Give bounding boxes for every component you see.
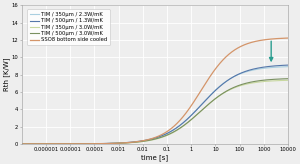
TIM / 350μm / 3.0W/mK: [50, 143, 54, 145]
SSO8 bottom side cooled: [20, 143, 24, 145]
TIM / 500μm / 3.0W/mK: [286, 78, 290, 80]
TIM / 500μm / 1.3W/mK: [50, 143, 54, 145]
Legend: TIM / 350μm / 2.3W/mK, TIM / 500μm / 1.3W/mK, TIM / 350μm / 3.0W/mK, TIM / 500μm: TIM / 350μm / 2.3W/mK, TIM / 500μm / 1.3…: [27, 10, 110, 45]
SSO8 bottom side cooled: [66, 143, 70, 145]
TIM / 500μm / 1.3W/mK: [66, 143, 70, 145]
TIM / 500μm / 1.3W/mK: [286, 64, 290, 66]
TIM / 500μm / 3.0W/mK: [122, 142, 126, 144]
SSO8 bottom side cooled: [286, 37, 290, 39]
TIM / 350μm / 2.3W/mK: [50, 143, 54, 145]
TIM / 350μm / 2.3W/mK: [20, 143, 24, 145]
TIM / 500μm / 3.0W/mK: [252, 81, 256, 82]
TIM / 500μm / 1.3W/mK: [281, 64, 285, 66]
Line: TIM / 500μm / 3.0W/mK: TIM / 500μm / 3.0W/mK: [22, 79, 288, 144]
SSO8 bottom side cooled: [122, 142, 126, 144]
TIM / 500μm / 1.3W/mK: [20, 143, 24, 145]
SSO8 bottom side cooled: [281, 37, 285, 39]
SSO8 bottom side cooled: [50, 143, 54, 145]
TIM / 500μm / 3.0W/mK: [281, 78, 285, 80]
TIM / 350μm / 3.0W/mK: [66, 143, 70, 145]
TIM / 350μm / 2.3W/mK: [286, 66, 290, 68]
Line: TIM / 500μm / 1.3W/mK: TIM / 500μm / 1.3W/mK: [22, 65, 288, 144]
TIM / 500μm / 3.0W/mK: [20, 143, 24, 145]
TIM / 350μm / 3.0W/mK: [134, 141, 137, 143]
TIM / 350μm / 2.3W/mK: [122, 142, 126, 144]
Y-axis label: Rth [K/W]: Rth [K/W]: [4, 58, 10, 92]
TIM / 500μm / 1.3W/mK: [252, 68, 256, 70]
TIM / 500μm / 1.3W/mK: [134, 141, 137, 143]
TIM / 350μm / 2.3W/mK: [281, 66, 285, 68]
SSO8 bottom side cooled: [134, 141, 137, 143]
TIM / 350μm / 3.0W/mK: [252, 82, 256, 84]
TIM / 350μm / 3.0W/mK: [286, 79, 290, 81]
SSO8 bottom side cooled: [252, 41, 256, 43]
TIM / 500μm / 3.0W/mK: [66, 143, 70, 145]
TIM / 500μm / 3.0W/mK: [50, 143, 54, 145]
TIM / 350μm / 3.0W/mK: [281, 80, 285, 82]
X-axis label: time [s]: time [s]: [141, 154, 169, 161]
Line: TIM / 350μm / 3.0W/mK: TIM / 350μm / 3.0W/mK: [22, 80, 288, 144]
TIM / 500μm / 1.3W/mK: [122, 142, 126, 144]
TIM / 350μm / 2.3W/mK: [66, 143, 70, 145]
TIM / 500μm / 3.0W/mK: [134, 141, 137, 143]
TIM / 350μm / 2.3W/mK: [252, 69, 256, 71]
Line: SSO8 bottom side cooled: SSO8 bottom side cooled: [22, 38, 288, 144]
Line: TIM / 350μm / 2.3W/mK: TIM / 350μm / 2.3W/mK: [22, 67, 288, 144]
TIM / 350μm / 2.3W/mK: [134, 141, 137, 143]
TIM / 350μm / 3.0W/mK: [122, 142, 126, 144]
TIM / 350μm / 3.0W/mK: [20, 143, 24, 145]
